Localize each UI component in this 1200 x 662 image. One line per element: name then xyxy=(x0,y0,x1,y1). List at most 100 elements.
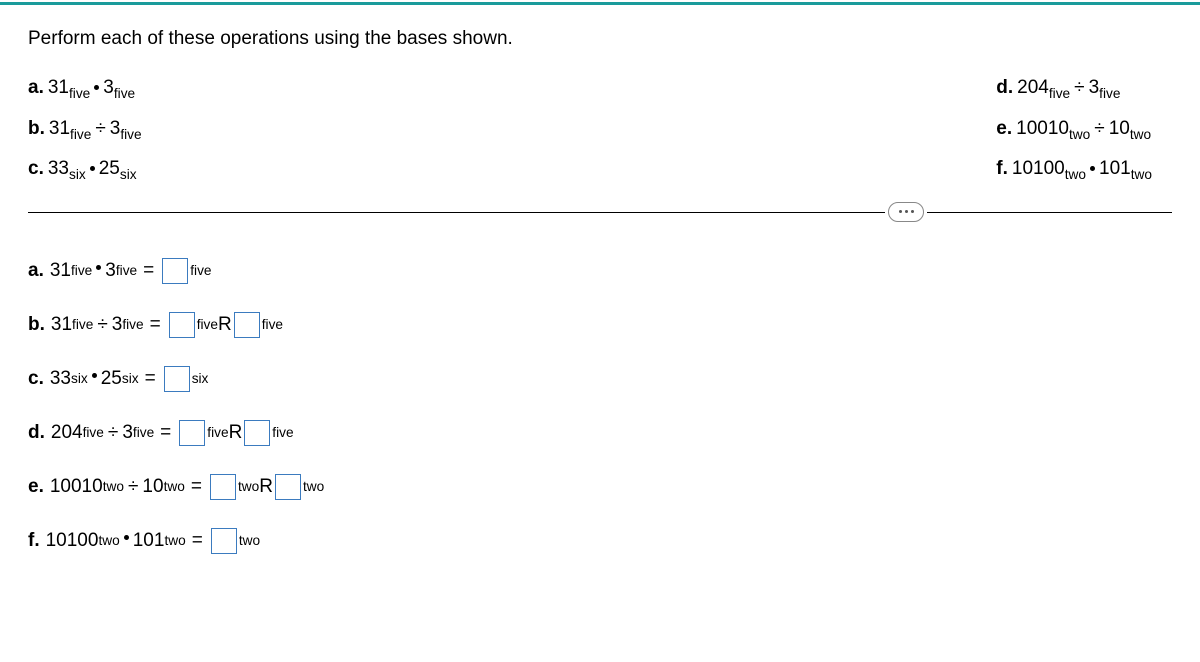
base-sub: five xyxy=(70,126,91,141)
base-sub: five xyxy=(122,317,143,332)
operand: 3 xyxy=(122,422,133,444)
remainder-label: R xyxy=(218,314,232,336)
remainder-input[interactable] xyxy=(275,474,301,500)
operand: 3 xyxy=(103,77,114,98)
remainder-input[interactable] xyxy=(234,312,260,338)
operand: 31 xyxy=(48,77,69,98)
divide-op: ÷ xyxy=(128,476,138,498)
answer-b: b. 31five÷3five = fiveRfive xyxy=(28,312,1172,338)
base-sub: two xyxy=(238,479,259,494)
operand: 10100 xyxy=(46,530,99,552)
problem-label: f. xyxy=(996,158,1008,179)
problem-label: d. xyxy=(996,77,1013,98)
operand: 25 xyxy=(101,368,122,390)
answer-label: c. xyxy=(28,368,44,390)
answer-input[interactable] xyxy=(164,366,190,392)
problem-a: a.31five3five xyxy=(28,76,142,103)
base-sub: five xyxy=(197,317,218,332)
answer-label: a. xyxy=(28,260,44,282)
answer-label: e. xyxy=(28,476,44,498)
base-sub: five xyxy=(116,263,137,278)
multiply-dot-icon xyxy=(90,166,95,171)
operand: 101 xyxy=(1099,158,1131,179)
remainder-input[interactable] xyxy=(244,420,270,446)
ellipsis-badge-container xyxy=(885,201,927,223)
equals-sign: = xyxy=(150,314,161,336)
answer-label: f. xyxy=(28,530,40,552)
base-sub: five xyxy=(120,126,141,141)
operand: 31 xyxy=(49,118,70,139)
base-sub: two xyxy=(103,479,124,494)
base-sub: six xyxy=(69,167,86,182)
content-area: Perform each of these operations using t… xyxy=(0,0,1200,554)
base-sub: two xyxy=(1130,126,1151,141)
operand: 33 xyxy=(50,368,71,390)
base-sub: six xyxy=(120,167,137,182)
operand: 10 xyxy=(1109,118,1130,139)
base-sub: five xyxy=(69,86,90,101)
answer-input[interactable] xyxy=(162,258,188,284)
base-sub: two xyxy=(164,479,185,494)
divide-op: ÷ xyxy=(108,422,118,444)
multiply-dot-icon xyxy=(94,85,99,90)
base-sub: six xyxy=(122,371,139,386)
left-column: a.31five3five b.31five÷3five c.33six25si… xyxy=(28,76,142,184)
problem-label: a. xyxy=(28,77,44,98)
base-sub: two xyxy=(1131,167,1152,182)
operand: 3 xyxy=(110,118,121,139)
expression: 31five÷3five xyxy=(51,314,144,336)
expression: 204five÷3five xyxy=(51,422,154,444)
base-sub: five xyxy=(207,425,228,440)
problem-columns: a.31five3five b.31five÷3five c.33six25si… xyxy=(28,76,1172,184)
base-sub: five xyxy=(1099,86,1120,101)
operand: 3 xyxy=(1089,77,1100,98)
base-sub: two xyxy=(98,533,119,548)
remainder-label: R xyxy=(229,422,243,444)
operand: 10010 xyxy=(1016,118,1069,139)
operand: 31 xyxy=(51,314,72,336)
answer-d: d. 204five÷3five = fiveRfive xyxy=(28,420,1172,446)
answer-input[interactable] xyxy=(211,528,237,554)
base-sub: five xyxy=(272,425,293,440)
ellipsis-icon[interactable] xyxy=(888,202,924,222)
expression: 31five3five xyxy=(50,260,137,282)
answer-label: d. xyxy=(28,422,45,444)
operand: 204 xyxy=(1017,77,1049,98)
base-sub: six xyxy=(71,371,88,386)
multiply-dot-icon xyxy=(124,535,129,540)
answer-f: f. 10100two101two = two xyxy=(28,528,1172,554)
answers-section: a. 31five3five = five b. 31five÷3five = … xyxy=(28,258,1172,554)
instruction-text: Perform each of these operations using t… xyxy=(28,28,1172,50)
problem-b: b.31five÷3five xyxy=(28,117,142,144)
divide-op: ÷ xyxy=(1074,77,1084,98)
answer-input[interactable] xyxy=(169,312,195,338)
operand: 101 xyxy=(133,530,165,552)
operand: 10100 xyxy=(1012,158,1065,179)
base-sub: five xyxy=(83,425,104,440)
answer-e: e. 10010two÷10two = twoRtwo xyxy=(28,474,1172,500)
equals-sign: = xyxy=(143,260,154,282)
answer-a: a. 31five3five = five xyxy=(28,258,1172,284)
problem-label: b. xyxy=(28,118,45,139)
operand: 204 xyxy=(51,422,83,444)
base-sub: five xyxy=(262,317,283,332)
operand: 10 xyxy=(142,476,163,498)
problem-c: c.33six25six xyxy=(28,157,142,184)
expression: 33six25six xyxy=(50,368,139,390)
base-sub: two xyxy=(164,533,185,548)
equals-sign: = xyxy=(145,368,156,390)
base-sub: two xyxy=(239,533,260,548)
answer-input[interactable] xyxy=(179,420,205,446)
problem-f: f.10100two101two xyxy=(996,157,1152,184)
multiply-dot-icon xyxy=(96,265,101,270)
problem-e: e.10010two÷10two xyxy=(996,117,1152,144)
operand: 31 xyxy=(50,260,71,282)
base-sub: five xyxy=(1049,86,1070,101)
answer-c: c. 33six25six = six xyxy=(28,366,1172,392)
base-sub: two xyxy=(1065,167,1086,182)
divide-op: ÷ xyxy=(1094,118,1104,139)
problem-label: c. xyxy=(28,158,44,179)
base-sub: two xyxy=(1069,126,1090,141)
multiply-dot-icon xyxy=(1090,166,1095,171)
answer-input[interactable] xyxy=(210,474,236,500)
